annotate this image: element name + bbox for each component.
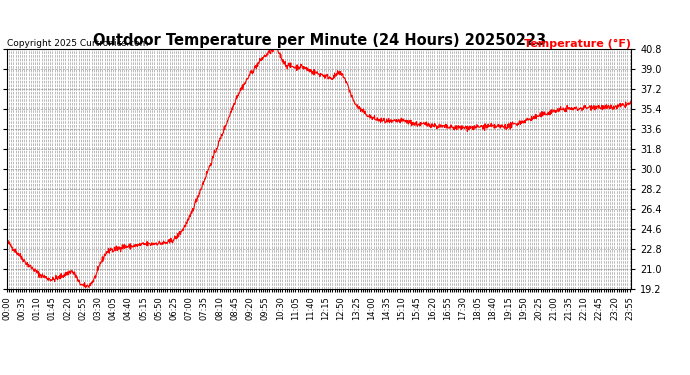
Text: Copyright 2025 Curtronics.com: Copyright 2025 Curtronics.com: [7, 39, 148, 48]
Text: Temperature (°F): Temperature (°F): [524, 39, 631, 50]
Title: Outdoor Temperature per Minute (24 Hours) 20250223: Outdoor Temperature per Minute (24 Hours…: [92, 33, 546, 48]
